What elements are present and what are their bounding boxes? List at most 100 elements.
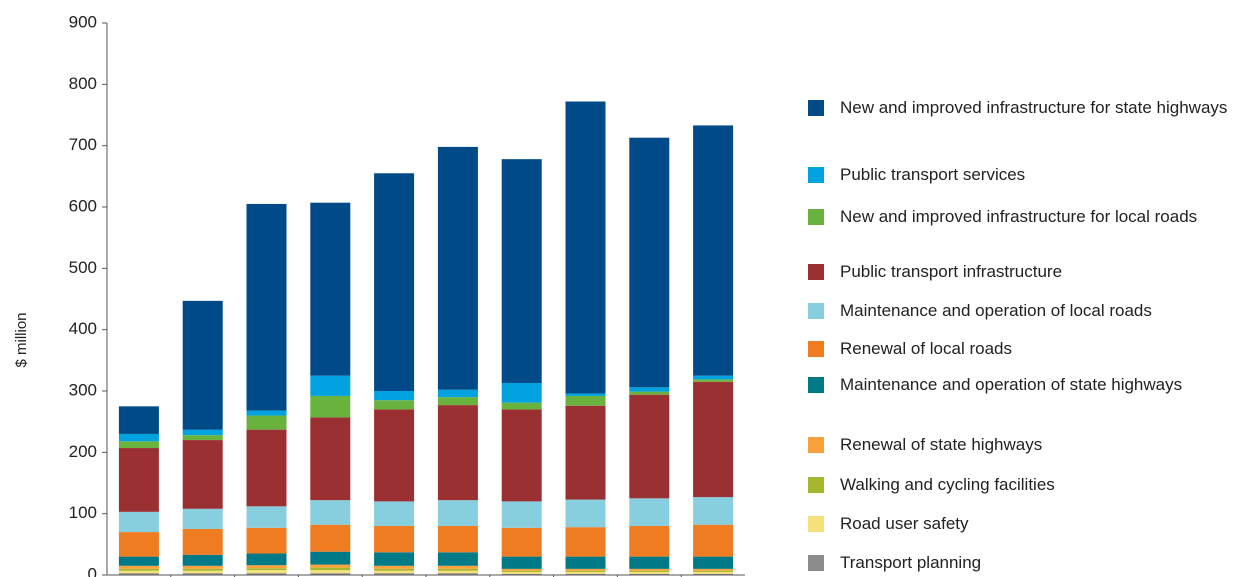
bar-segment bbox=[565, 556, 606, 569]
bar-segment bbox=[501, 571, 542, 574]
bar-segment bbox=[118, 511, 159, 533]
bar-segment bbox=[310, 567, 351, 571]
legend-label: Renewal of state highways bbox=[840, 435, 1043, 454]
bar-segment bbox=[182, 568, 223, 571]
y-tick-label: 400 bbox=[69, 319, 97, 338]
bar-segment bbox=[693, 125, 734, 376]
bar-segment bbox=[565, 527, 606, 557]
legend-label: Public transport infrastructure bbox=[840, 262, 1063, 281]
bar-segment bbox=[182, 508, 223, 529]
y-tick-label: 700 bbox=[69, 135, 97, 154]
bar-segment bbox=[629, 394, 670, 499]
bar-segment bbox=[374, 552, 415, 566]
bar-segment bbox=[118, 573, 159, 575]
bar-segment bbox=[629, 525, 670, 557]
bar-segment bbox=[565, 568, 606, 571]
bar-segment bbox=[310, 395, 351, 418]
bar-segment bbox=[374, 391, 415, 401]
bar-segment bbox=[629, 498, 670, 526]
bar-segment bbox=[693, 556, 734, 569]
bar-segment bbox=[437, 568, 478, 571]
bar-segment bbox=[437, 570, 478, 574]
legend-swatch bbox=[808, 437, 824, 453]
bar-segment bbox=[182, 565, 223, 569]
bar-segment bbox=[310, 417, 351, 501]
bar-segment bbox=[182, 529, 223, 555]
legend-label: Road user safety bbox=[840, 514, 969, 533]
chart: $ million 0 100 200 300 400 500 600 700 800 900 bbox=[13, 12, 745, 577]
bar-segment bbox=[374, 565, 415, 569]
bar-segment bbox=[437, 146, 478, 390]
legend-label: New and improved infrastructure for loca… bbox=[840, 207, 1198, 226]
bar-segment bbox=[693, 571, 734, 574]
bar-segment bbox=[246, 527, 287, 554]
bar-segment bbox=[501, 573, 542, 575]
legend-item: New and improved infrastructure for loca… bbox=[808, 206, 1238, 228]
bar-segment bbox=[501, 570, 542, 572]
bar-segment bbox=[246, 573, 287, 575]
bar-segment bbox=[501, 556, 542, 569]
y-tick-label: 900 bbox=[69, 12, 97, 31]
bar-segment bbox=[565, 573, 606, 575]
bar-segment bbox=[374, 400, 415, 410]
y-tick-label: 800 bbox=[69, 74, 97, 93]
bar-segment bbox=[310, 500, 351, 525]
bar-segment bbox=[118, 556, 159, 566]
bar-segment bbox=[310, 564, 351, 568]
bar-segment bbox=[310, 375, 351, 396]
legend-label: Walking and cycling facilities bbox=[840, 475, 1055, 494]
bar-segment bbox=[501, 409, 542, 502]
bar-segment bbox=[437, 573, 478, 575]
legend-item: Maintenance and operation of local roads bbox=[808, 300, 1238, 322]
bar-segment bbox=[565, 571, 606, 574]
bar-segment bbox=[437, 565, 478, 569]
bar-segment bbox=[501, 159, 542, 384]
legend-item: Road user safety bbox=[808, 513, 1238, 535]
bar-segment bbox=[629, 571, 670, 574]
bar-segment bbox=[565, 393, 606, 396]
bar-segment bbox=[246, 553, 287, 566]
bar-segment bbox=[310, 573, 351, 575]
y-tick-label: 200 bbox=[69, 442, 97, 461]
legend-item: Public transport infrastructure bbox=[808, 261, 1238, 283]
legend-label: Maintenance and operation of state highw… bbox=[840, 375, 1183, 394]
bar-segment bbox=[565, 101, 606, 394]
bar-segment bbox=[693, 568, 734, 571]
legend-label: Maintenance and operation of local roads bbox=[840, 301, 1152, 320]
bar-segment bbox=[629, 570, 670, 572]
legend-item: Public transport services bbox=[808, 164, 1238, 186]
legend-item: Renewal of local roads bbox=[808, 338, 1238, 360]
bar-segment bbox=[246, 568, 287, 571]
legend-item: Maintenance and operation of state highw… bbox=[808, 374, 1238, 396]
bar-segment bbox=[118, 433, 159, 442]
bar-segment bbox=[246, 415, 287, 430]
y-tick-label: 100 bbox=[69, 503, 97, 522]
bar-segment bbox=[693, 375, 734, 380]
bar-segment bbox=[629, 556, 670, 569]
bar-segment bbox=[565, 499, 606, 528]
bar-segment bbox=[501, 527, 542, 557]
bar-segment bbox=[374, 173, 415, 391]
legend-item: Walking and cycling facilities bbox=[808, 474, 1238, 496]
bar-segment bbox=[693, 379, 734, 382]
bar-segment bbox=[310, 202, 351, 376]
bar-segment bbox=[437, 389, 478, 398]
bar-segment bbox=[693, 570, 734, 572]
legend-swatch bbox=[808, 377, 824, 393]
bar-segment bbox=[374, 570, 415, 574]
bar-segment bbox=[629, 387, 670, 392]
bar-segment bbox=[437, 525, 478, 553]
bar-segment bbox=[246, 429, 287, 507]
bar-segment bbox=[118, 441, 159, 449]
bar-segment bbox=[182, 440, 223, 509]
bar-segment bbox=[629, 137, 670, 388]
bar-segment bbox=[182, 554, 223, 566]
bar-segment bbox=[118, 568, 159, 571]
bar-segment bbox=[246, 410, 287, 416]
y-tick-label: 300 bbox=[69, 380, 97, 399]
bar-segment bbox=[501, 383, 542, 403]
legend-swatch bbox=[808, 100, 824, 116]
y-tick-label: 600 bbox=[69, 196, 97, 215]
bar-segment bbox=[629, 573, 670, 575]
bar-segment bbox=[437, 500, 478, 526]
